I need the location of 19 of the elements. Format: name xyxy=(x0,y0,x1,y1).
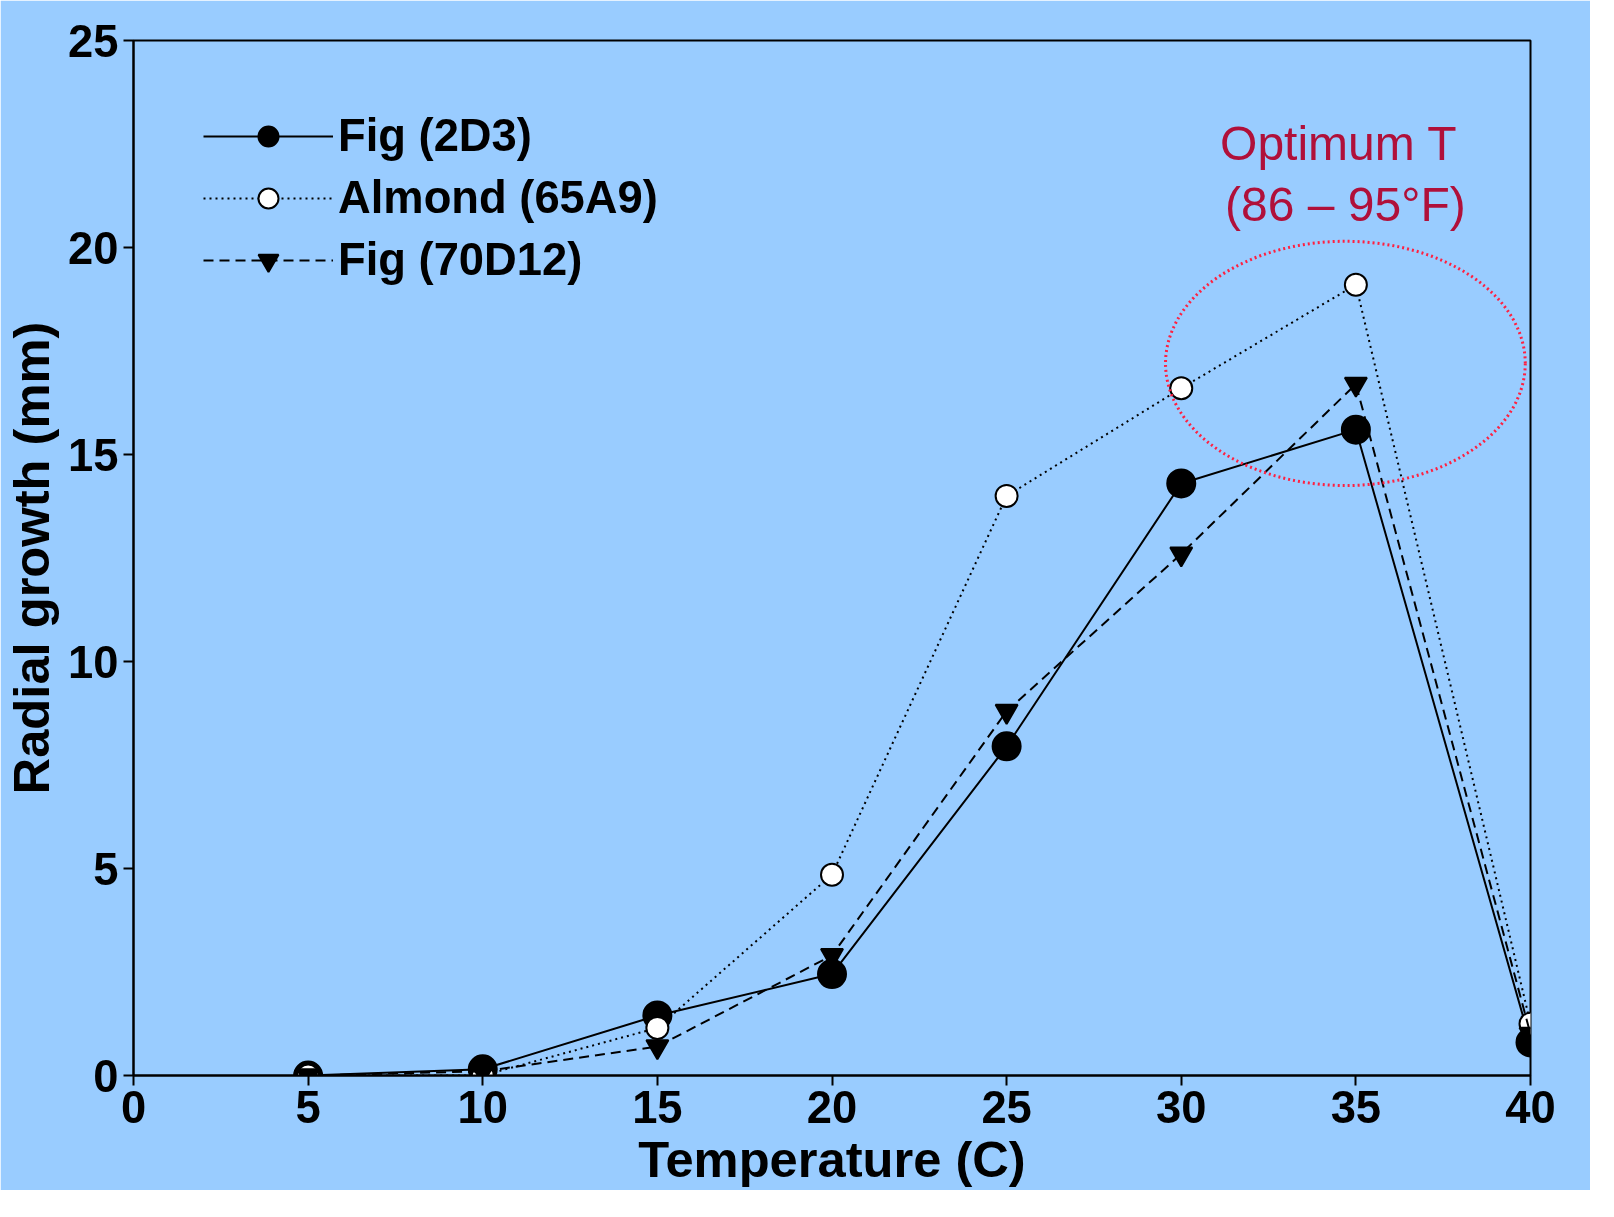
annotation: Optimum T (86 – 95°F) xyxy=(1220,116,1466,231)
legend-label: Fig (2D3) xyxy=(338,110,532,162)
x-tick-label: 40 xyxy=(1505,1081,1556,1133)
y-tick-label: 20 xyxy=(68,222,119,274)
x-axis-title: Temperature (C) xyxy=(638,1130,1026,1188)
legend-label: Almond (65A9) xyxy=(338,172,658,224)
x-tick-label: 35 xyxy=(1330,1081,1382,1133)
x-tick-label: 25 xyxy=(981,1081,1032,1133)
y-tick-label: 25 xyxy=(68,15,119,67)
x-tick-label: 15 xyxy=(632,1081,683,1133)
x-tick-label: 5 xyxy=(295,1081,321,1133)
y-tick-label: 5 xyxy=(93,843,119,895)
y-axis-title: Radial growth (mm) xyxy=(3,321,61,795)
legend-label: Fig (70D12) xyxy=(338,234,583,286)
x-tick-label: 20 xyxy=(806,1081,858,1133)
y-tick-label: 15 xyxy=(68,429,119,481)
x-tick-label: 30 xyxy=(1156,1081,1207,1133)
y-tick-label: 10 xyxy=(68,636,119,688)
x-tick-label: 10 xyxy=(457,1081,508,1133)
